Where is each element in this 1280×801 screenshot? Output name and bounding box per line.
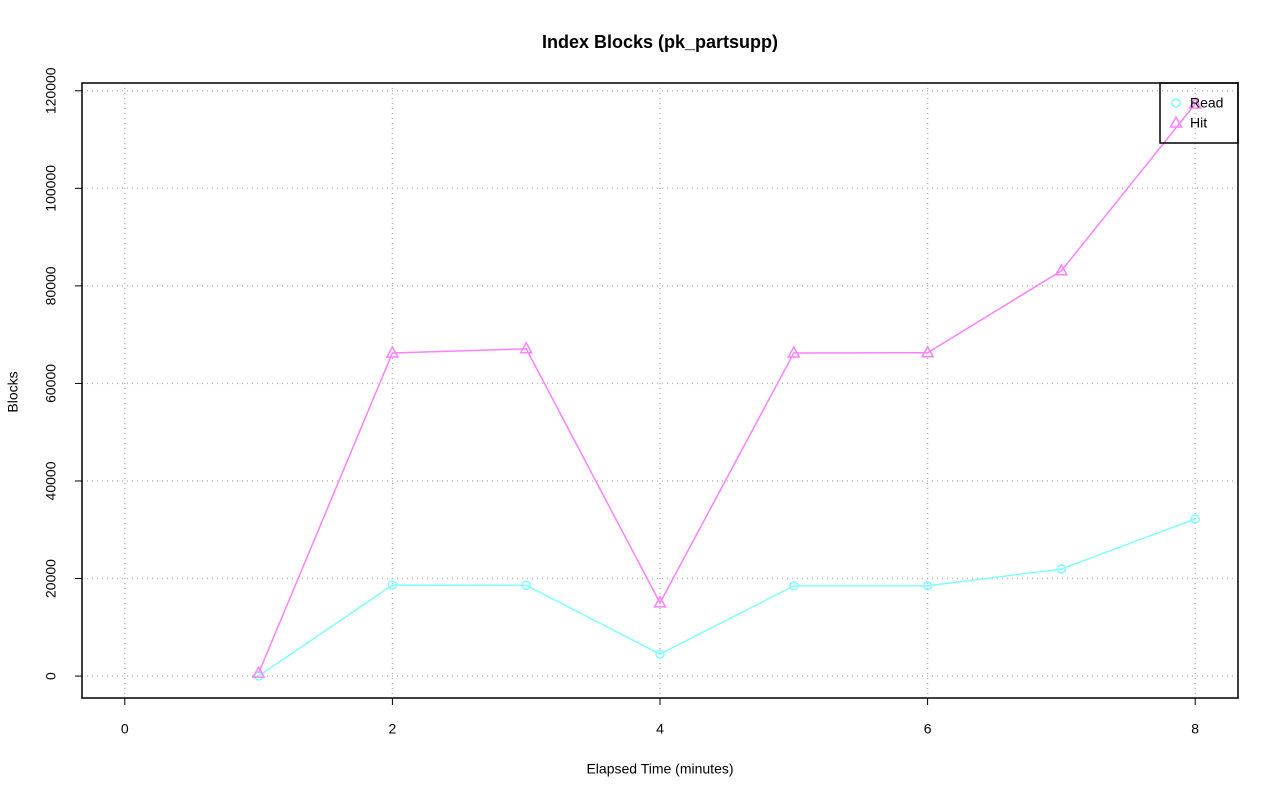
point: [385, 345, 400, 358]
point: [251, 665, 266, 678]
x-tick-label: 8: [1191, 721, 1199, 737]
x-axis-label: Elapsed Time (minutes): [586, 761, 733, 777]
y-tick-label: 80000: [43, 266, 59, 305]
y-tick-label: 60000: [43, 364, 59, 403]
series-line: [258, 518, 1196, 677]
series-line: [257, 103, 1196, 674]
chart-title: Index Blocks (pk_partsupp): [542, 32, 778, 52]
plot-frame: [81, 82, 1239, 699]
x-tick-label: 6: [924, 721, 932, 737]
point: [922, 581, 933, 591]
y-tick-label: 120000: [43, 67, 59, 114]
point: [789, 581, 799, 591]
point: [1190, 514, 1200, 524]
point: [521, 580, 531, 591]
legend-marker: [1169, 115, 1183, 128]
y-tick-label: 0: [43, 672, 59, 680]
point: [519, 341, 533, 354]
y-tick-label: 20000: [43, 559, 59, 598]
y-axis-label: Blocks: [5, 371, 21, 412]
point: [1056, 564, 1067, 574]
legend-marker: [1171, 98, 1181, 108]
point: [653, 595, 667, 608]
legend-box: [1159, 82, 1239, 144]
x-tick-label: 2: [389, 721, 397, 737]
y-tick-label: 100000: [43, 165, 59, 212]
y-tick-label: 40000: [43, 461, 59, 500]
point: [387, 580, 398, 590]
x-tick-label: 0: [121, 721, 129, 737]
point: [787, 345, 801, 358]
point: [1054, 263, 1069, 276]
point: [920, 345, 935, 358]
x-tick-label: 4: [656, 721, 664, 737]
point: [655, 649, 665, 659]
legend-label: Hit: [1190, 115, 1207, 131]
legend-label: Read: [1190, 95, 1223, 111]
point: [1188, 96, 1202, 109]
